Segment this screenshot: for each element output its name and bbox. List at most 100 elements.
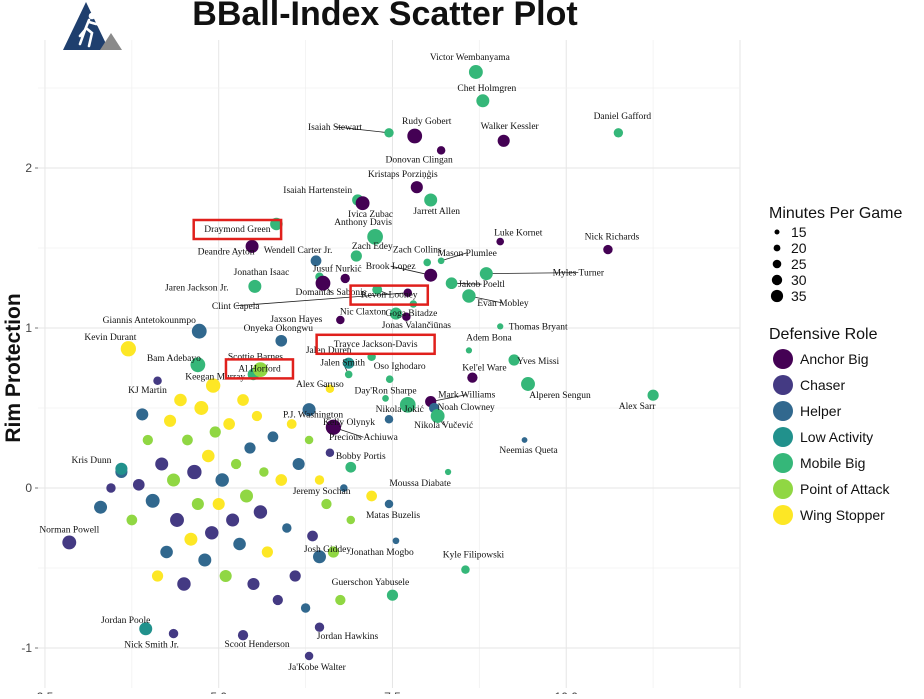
data-point xyxy=(253,505,268,519)
point-label: Jaren Jackson Jr. xyxy=(165,283,229,293)
point-label: Jakob Poeltl xyxy=(458,280,505,290)
y-tick-label: 2 xyxy=(25,161,32,175)
labeled-data-point xyxy=(325,384,335,394)
role-legend-swatch xyxy=(773,349,793,369)
labeled-data-point xyxy=(366,490,377,502)
x-tick-label: 2.5 xyxy=(37,690,54,694)
data-point xyxy=(327,546,339,558)
labeled-data-point xyxy=(302,403,316,417)
labeled-data-point xyxy=(402,312,411,322)
data-point xyxy=(340,484,348,492)
point-label: Adem Bona xyxy=(466,333,512,343)
labeled-data-point xyxy=(467,372,478,383)
labeled-data-point xyxy=(389,307,403,320)
data-point xyxy=(314,475,325,485)
labeled-data-point xyxy=(410,181,423,194)
data-point xyxy=(237,394,249,406)
data-point xyxy=(219,569,232,583)
point-label: Trayce Jackson-Davis xyxy=(334,340,418,350)
x-tick-label: 7.5 xyxy=(384,690,401,694)
point-labels: Victor Wembanyama Chet Holmgren Rudy Gober… xyxy=(39,53,656,673)
background-points xyxy=(94,393,356,613)
color-legend-title: Defensive Role xyxy=(769,326,878,343)
leader-line xyxy=(430,394,467,402)
data-point xyxy=(184,532,198,546)
point-label: Victor Wembanyama xyxy=(430,53,511,63)
point-label: Josh Giddey xyxy=(304,545,351,555)
labeled-data-point xyxy=(372,284,383,295)
labeled-data-point xyxy=(343,357,355,369)
point-label: Jalen Duren xyxy=(306,346,352,356)
data-point xyxy=(230,458,242,470)
labeled-data-point xyxy=(310,255,322,267)
point-label: Isaiah Stewart xyxy=(308,123,362,133)
point-label: Jonathan Mogbo xyxy=(350,548,414,558)
point-label: Jalen Smith xyxy=(320,358,365,368)
size-legend-title: Minutes Per Game xyxy=(769,205,902,222)
leader-line xyxy=(390,265,431,276)
labeled-data-point xyxy=(497,134,510,147)
point-label: Kyle Filipowski xyxy=(443,551,505,561)
point-label: Brook Lopez xyxy=(366,262,416,272)
data-point xyxy=(205,526,219,540)
size-legend-label: 20 xyxy=(791,240,807,256)
data-point xyxy=(223,418,235,430)
point-label: Donovan Clingan xyxy=(385,155,453,165)
data-point xyxy=(259,467,269,477)
labeled-data-point xyxy=(325,419,342,435)
point-label: Wendell Carter Jr. xyxy=(264,246,333,256)
data-point xyxy=(142,434,153,446)
data-point xyxy=(244,442,256,454)
labeled-data-point xyxy=(384,414,394,424)
data-point xyxy=(286,419,297,429)
data-point xyxy=(164,414,177,427)
data-point xyxy=(321,498,332,510)
labeled-data-point xyxy=(237,630,249,641)
data-point xyxy=(346,515,356,525)
point-label: Kelly Olynyk xyxy=(323,418,375,428)
labeled-data-point xyxy=(345,461,357,473)
point-label: Bam Adebayo xyxy=(147,354,201,364)
point-label: Nic Claxton xyxy=(340,308,386,318)
point-label: Jonas Valančiūnas xyxy=(382,321,452,331)
labeled-data-point xyxy=(253,362,268,377)
role-legend-swatch xyxy=(773,401,793,421)
point-label: Deandre Ayton xyxy=(198,247,255,257)
labeled-data-point xyxy=(386,589,399,601)
role-legend-label: Chaser xyxy=(800,377,845,393)
point-label: Nikola Vučević xyxy=(414,421,473,431)
data-point xyxy=(304,435,314,445)
point-label: Chet Holmgren xyxy=(457,84,516,94)
point-label: KJ Martin xyxy=(128,386,167,396)
labeled-data-point xyxy=(521,437,528,443)
point-label: Scottie Barnes xyxy=(228,353,283,363)
labeled-data-point xyxy=(497,323,504,330)
labeled-data-point xyxy=(315,275,331,291)
labeled-data-point xyxy=(521,377,535,391)
labeled-data-point xyxy=(275,334,288,347)
data-point xyxy=(226,513,240,527)
data-point xyxy=(106,483,116,493)
point-label: Walker Kessler xyxy=(481,122,540,132)
data-point xyxy=(307,530,318,542)
data-point xyxy=(282,523,292,533)
point-label: Luke Kornet xyxy=(494,229,543,239)
labeled-data-point xyxy=(304,651,314,661)
labeled-data-point xyxy=(153,376,162,386)
highlight-box xyxy=(315,333,436,356)
size-legend-swatch xyxy=(772,259,782,269)
data-point xyxy=(289,570,301,582)
labeled-data-point xyxy=(312,550,326,564)
leader-line xyxy=(334,126,390,134)
gridlines xyxy=(38,40,741,688)
role-legend-label: Wing Stopper xyxy=(800,507,885,523)
point-label: Alex Sarr xyxy=(619,402,657,412)
labeled-data-point xyxy=(508,354,520,366)
labeled-data-point xyxy=(647,389,659,401)
point-label: Keegan Murray xyxy=(185,373,245,383)
point-label: Draymond Green xyxy=(204,225,270,235)
point-label: Jaxson Hayes xyxy=(270,315,322,325)
labeled-data-point xyxy=(423,258,432,267)
